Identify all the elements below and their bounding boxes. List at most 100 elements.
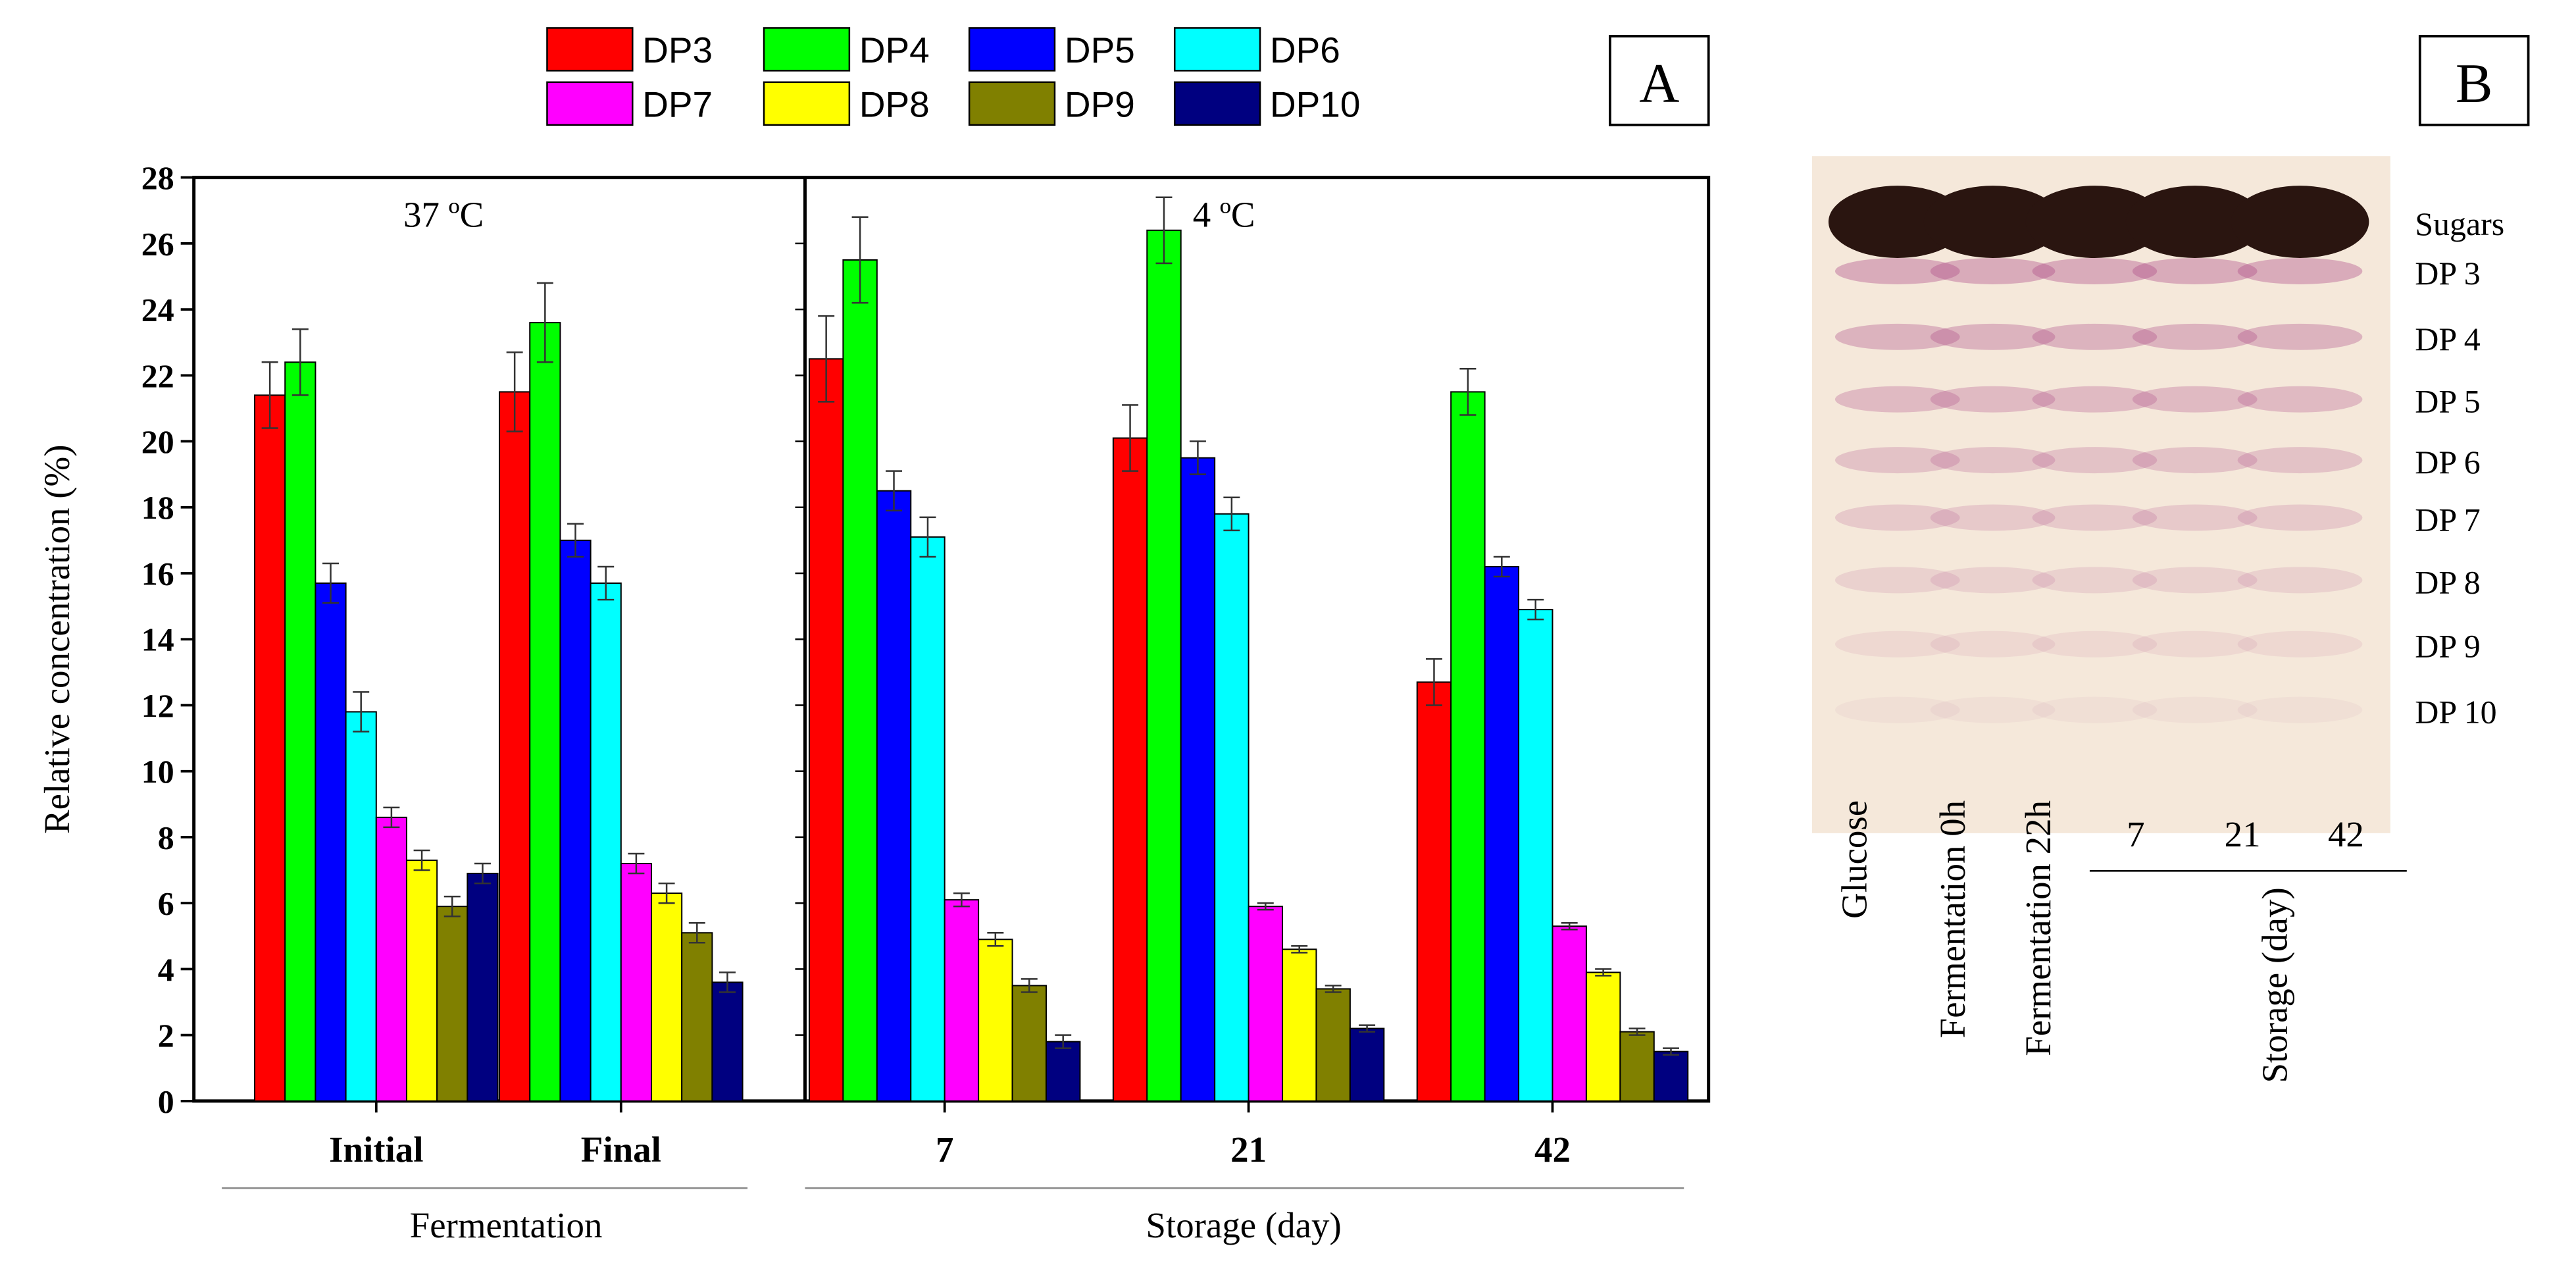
band-label: DP 9 <box>2415 629 2480 665</box>
band-spot <box>1930 323 2056 350</box>
band-spot <box>2132 567 2258 594</box>
bar-dp6-42 <box>1518 609 1553 1102</box>
bar-dp5-final <box>559 539 592 1102</box>
y-tick-label: 16 <box>141 556 174 592</box>
error-bar <box>413 849 430 871</box>
error-bar <box>322 562 339 604</box>
error-bar <box>1493 556 1510 578</box>
bar-dp6-7 <box>910 536 946 1102</box>
bar-dp10-21 <box>1349 1027 1385 1102</box>
legend-swatch-dp9 <box>968 81 1056 126</box>
legend-label-dp5: DP5 <box>1065 30 1135 70</box>
error-bar <box>1629 1027 1646 1036</box>
error-bar <box>987 932 1004 947</box>
lane-label: Glucose <box>1834 800 1874 919</box>
legend-swatch-dp8 <box>763 81 851 126</box>
band-spot <box>2237 504 2363 531</box>
y-axis-label: Relative concentration (%) <box>37 444 77 834</box>
legend-swatch-dp10 <box>1173 81 1261 126</box>
y-tick-label: 26 <box>141 226 174 262</box>
legend-label-dp8: DP8 <box>859 84 930 124</box>
lane-label: Fermentation 22h <box>2018 800 2058 1056</box>
panel-label-a: A <box>1639 53 1679 115</box>
band-spot <box>1834 447 1960 474</box>
bar-dp3-final <box>499 391 531 1102</box>
band-label: DP 5 <box>2415 384 2480 420</box>
lane-label: 42 <box>2328 814 2364 854</box>
y-tick-label: 10 <box>141 754 174 790</box>
error-bar <box>506 351 523 432</box>
bar-dp10-7 <box>1045 1041 1081 1102</box>
band-spot <box>2132 447 2258 474</box>
lane-label: 21 <box>2225 814 2261 854</box>
band-spot <box>2132 323 2258 350</box>
band-spot <box>1834 631 1960 658</box>
bar-dp10-initial <box>467 873 499 1102</box>
error-bar <box>291 328 309 396</box>
bar-dp5-21 <box>1180 457 1216 1102</box>
error-bar <box>1527 598 1544 621</box>
group-label-storage: Storage (day) <box>1146 1205 1341 1245</box>
bar-dp3-21 <box>1112 437 1148 1102</box>
y-tick-label: 0 <box>158 1083 174 1120</box>
legend-label-dp3: DP3 <box>642 30 713 70</box>
section-title-37c: 37 ºC <box>403 195 484 235</box>
storage-label: Storage (day) <box>2255 887 2295 1083</box>
error-bar <box>567 523 584 558</box>
band-spot <box>1930 631 2056 658</box>
sugar-spot <box>2125 186 2264 258</box>
band-label: DP 10 <box>2415 694 2496 731</box>
bar-chart-a: A 37 ºC 4 ºC Relative concentration (%) … <box>37 35 1711 1245</box>
band-label: DP 7 <box>2415 502 2480 538</box>
band-spot <box>2237 631 2363 658</box>
y-tick-label: 20 <box>141 424 174 460</box>
band-spot <box>1834 504 1960 531</box>
bar-dp6-final <box>590 582 622 1102</box>
band-spot <box>1930 567 2056 594</box>
x-tick-label: Initial <box>329 1129 423 1170</box>
band-spot <box>2032 257 2158 284</box>
band-spot <box>2237 386 2363 413</box>
legend-label-dp10: DP10 <box>1270 84 1360 124</box>
error-bar <box>597 565 615 601</box>
bar-dp4-final <box>529 322 561 1102</box>
bar-dp6-initial <box>345 711 377 1102</box>
error-bar <box>658 882 675 904</box>
y-tick-label: 8 <box>158 819 174 856</box>
bar-dp4-42 <box>1450 391 1486 1102</box>
band-spot <box>1834 567 1960 594</box>
x-tick-label: 7 <box>936 1129 953 1170</box>
band-spot <box>2237 696 2363 723</box>
error-bar <box>1459 368 1477 416</box>
bar-dp5-initial <box>315 582 347 1102</box>
legend-label-dp9: DP9 <box>1065 84 1135 124</box>
band-spot <box>2132 386 2258 413</box>
error-bar <box>1595 968 1612 977</box>
bar-dp3-42 <box>1416 681 1452 1102</box>
bar-dp5-42 <box>1484 565 1520 1102</box>
legend-swatch-dp3 <box>546 27 634 72</box>
band-spot <box>1834 257 1960 284</box>
error-bar <box>1223 496 1240 532</box>
error-bar <box>1257 902 1274 911</box>
sugar-spot <box>1828 186 1967 258</box>
legend-swatch-dp5 <box>968 27 1056 72</box>
band-spot <box>2032 386 2158 413</box>
error-bar <box>688 921 705 944</box>
x-tick-label: Final <box>581 1129 661 1170</box>
band-label: Sugars <box>2415 206 2504 242</box>
y-tick-label: 6 <box>158 886 174 922</box>
error-bar <box>1425 658 1442 706</box>
bar-dp7-42 <box>1552 925 1587 1102</box>
x-tick-label: 42 <box>1534 1129 1571 1170</box>
sugar-spot <box>1923 186 2062 258</box>
band-spot <box>2237 257 2363 284</box>
error-bar <box>851 216 869 304</box>
band-spot <box>2132 504 2258 531</box>
bar-dp9-21 <box>1315 988 1351 1102</box>
band-spot <box>2237 323 2363 350</box>
error-bar <box>443 895 461 918</box>
legend-swatch-dp7 <box>546 81 634 126</box>
bar-dp9-42 <box>1619 1031 1655 1102</box>
